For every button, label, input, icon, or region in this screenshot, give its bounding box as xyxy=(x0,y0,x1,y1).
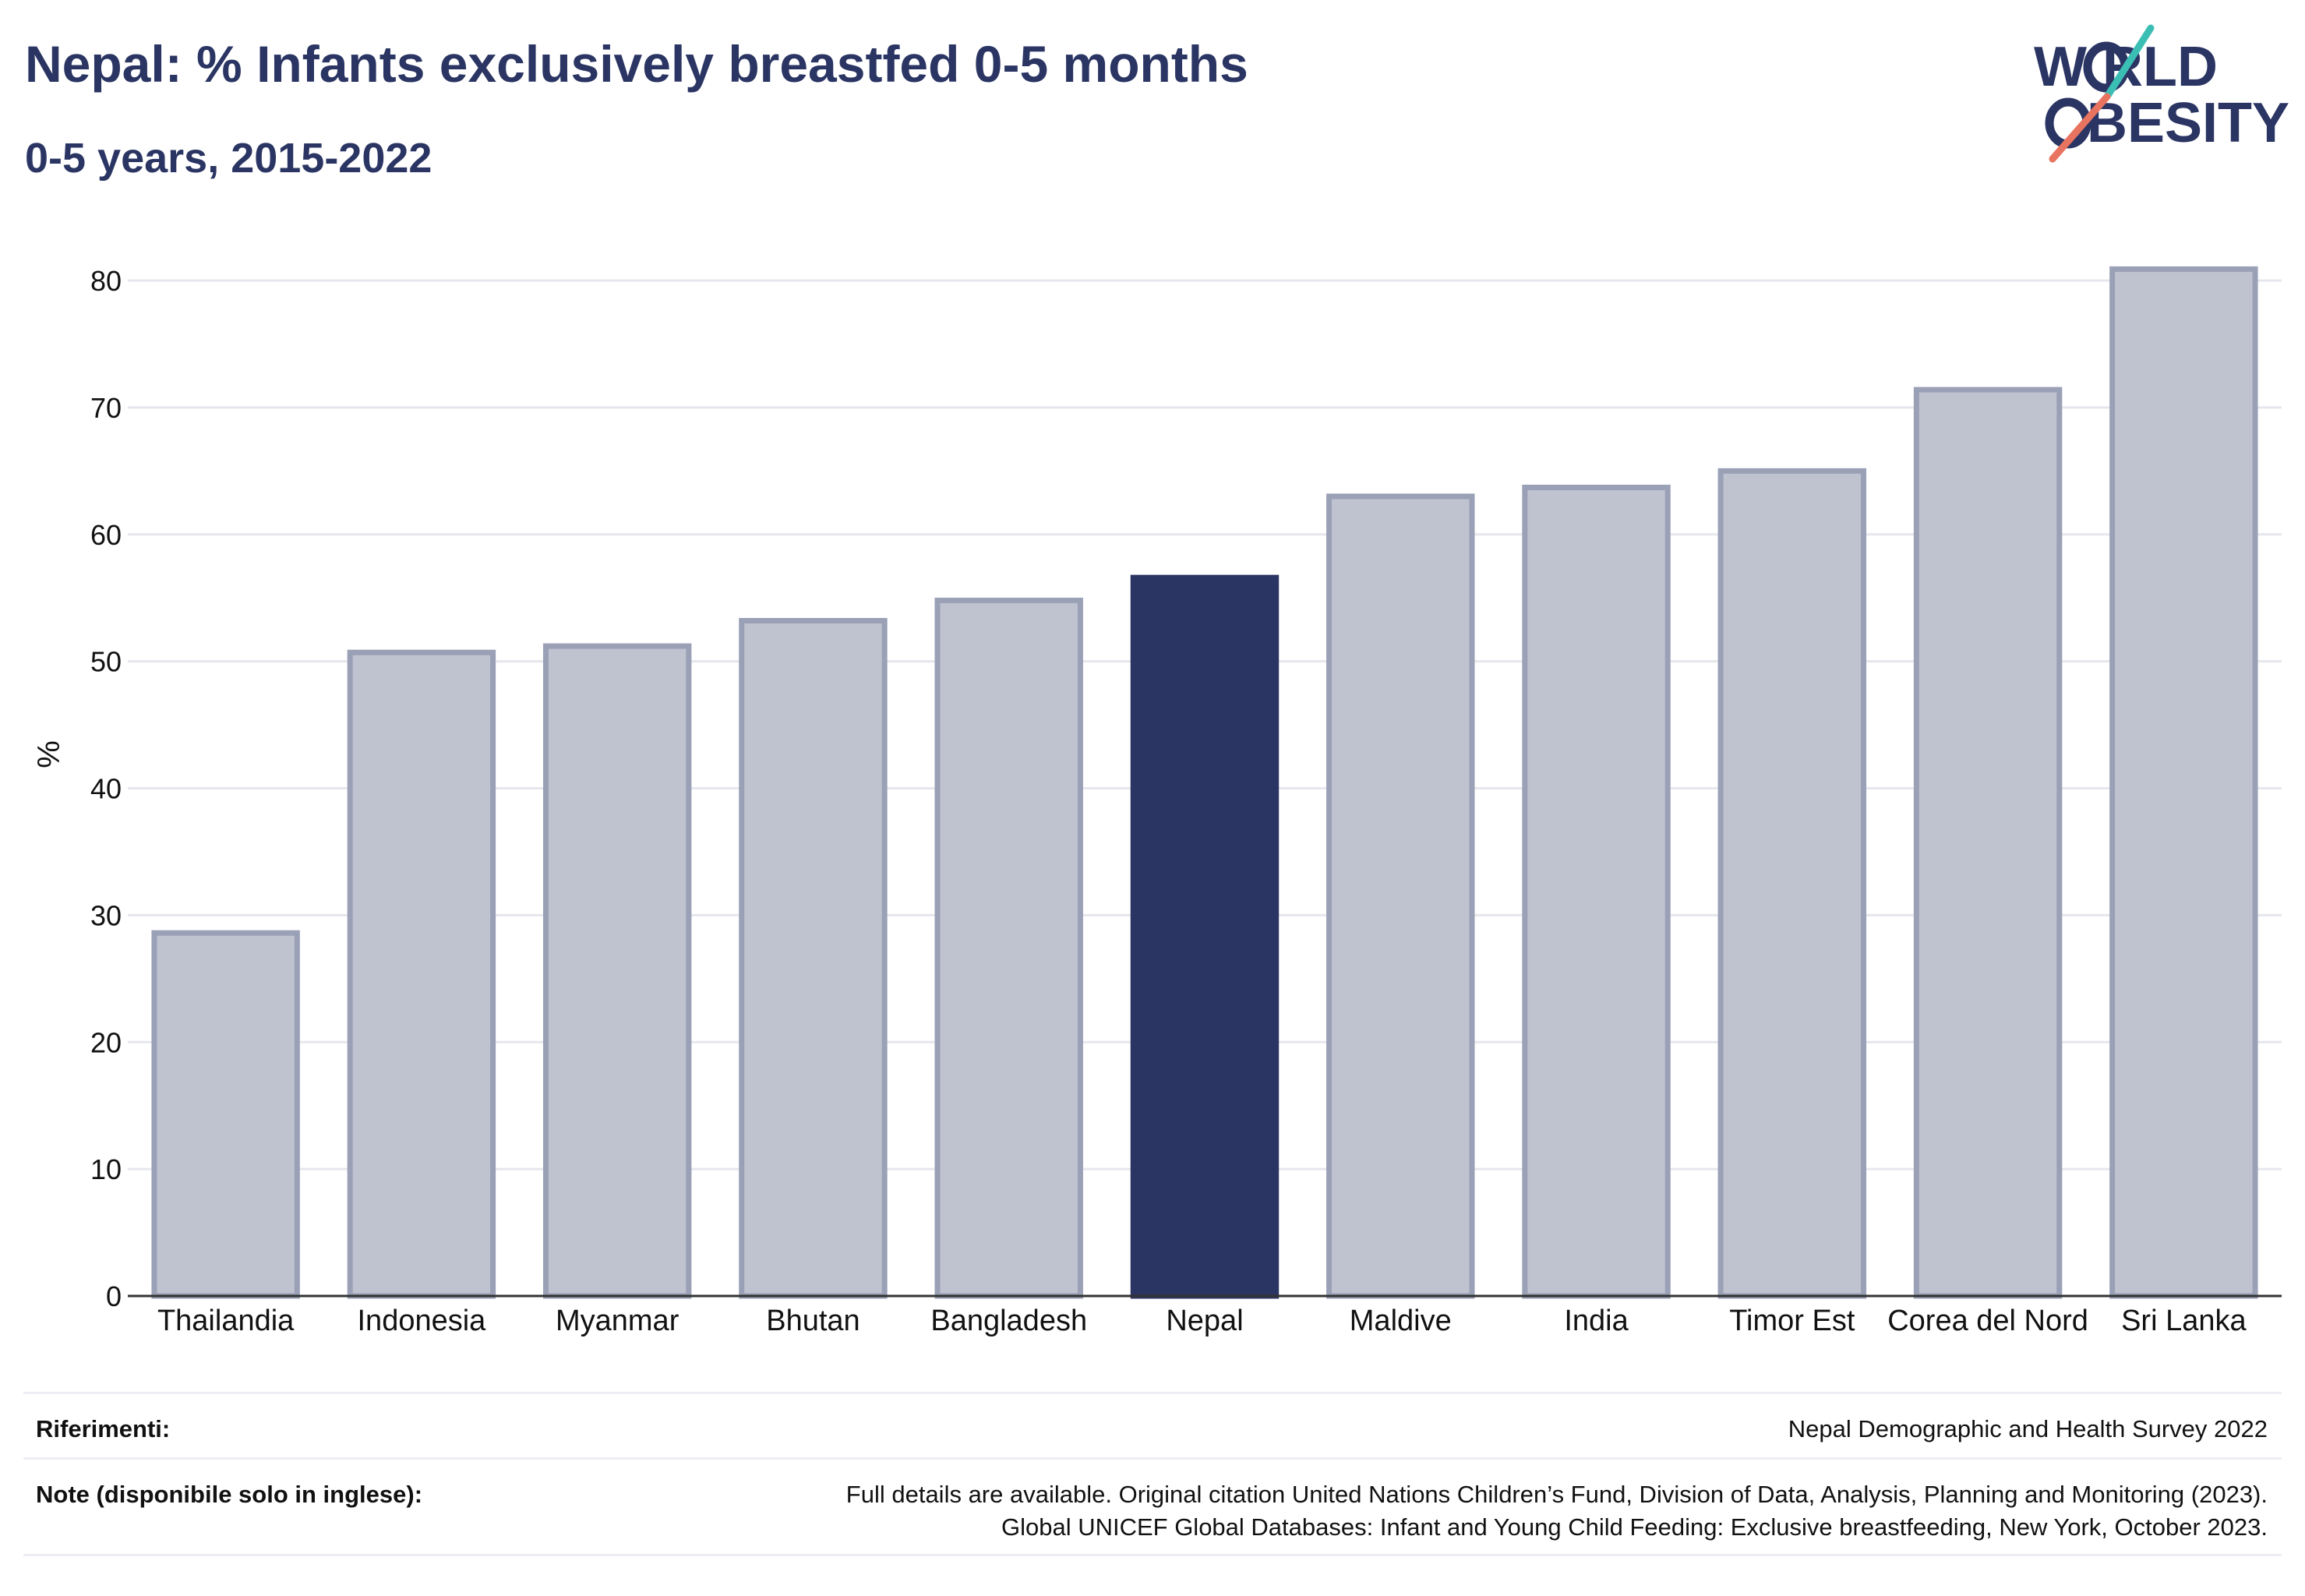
bar-bangladesh xyxy=(934,597,1083,1299)
y-tick-label: 10 xyxy=(90,1153,122,1185)
references-label: Riferimenti: xyxy=(36,1415,171,1442)
x-tick-label: Bangladesh xyxy=(930,1305,1087,1337)
x-tick-label: Myanmar xyxy=(556,1305,679,1337)
x-tick-label: Corea del Nord xyxy=(1887,1305,2088,1337)
references-value: Nepal Demographic and Health Survey 2022 xyxy=(1788,1415,2268,1442)
x-tick-label: India xyxy=(1564,1305,1629,1337)
notes-label: Note (disponibile solo in inglese): xyxy=(36,1481,423,1508)
notes-line-2: Global UNICEF Global Databases: Infant a… xyxy=(1001,1513,2268,1541)
x-tick-label: Nepal xyxy=(1166,1305,1243,1337)
chart-title: Nepal: % Infants exclusively breastfed 0… xyxy=(25,35,1248,93)
x-tick-label: Bhutan xyxy=(766,1305,860,1337)
logo-slash-teal-icon xyxy=(2103,24,2155,101)
bar-indonesia xyxy=(347,649,496,1299)
bar-chart: 0 10 20 30 40 50 60 70 80 Thailandia Indonesia Mya… xyxy=(32,265,2282,1337)
x-tick-label: Indonesia xyxy=(358,1305,487,1337)
bar-timor-est xyxy=(1717,468,1867,1299)
bar-india xyxy=(1522,484,1671,1299)
footer-divider-bottom xyxy=(23,1554,2282,1556)
bar-thailandia xyxy=(151,930,300,1299)
y-tick-label: 40 xyxy=(90,773,122,805)
bar-maldive xyxy=(1326,493,1475,1299)
world-obesity-logo: W RLD BESITY xyxy=(2034,24,2289,163)
y-axis-label: % xyxy=(32,740,66,768)
y-tick-label: 80 xyxy=(90,265,122,297)
y-tick-labels: 0 10 20 30 40 50 60 70 80 xyxy=(90,265,122,1312)
bar-sri-lanka xyxy=(2109,266,2258,1299)
x-tick-labels: Thailandia Indonesia Myanmar Bhutan Banglade… xyxy=(157,1305,2247,1337)
x-tick-label: Maldive xyxy=(1350,1305,1452,1337)
bar-nepal xyxy=(1130,574,1280,1299)
y-tick-label: 0 xyxy=(106,1280,122,1312)
y-tick-label: 50 xyxy=(90,646,122,678)
footer-divider-top xyxy=(23,1392,2282,1394)
notes-line-1: Full details are available. Original cit… xyxy=(845,1481,2268,1508)
x-tick-label: Thailandia xyxy=(157,1305,295,1337)
bar-bhutan xyxy=(739,618,888,1299)
bars xyxy=(151,266,2258,1299)
footer-divider-middle xyxy=(23,1457,2282,1460)
bar-myanmar xyxy=(542,643,692,1299)
y-tick-label: 70 xyxy=(90,392,122,424)
y-tick-label: 20 xyxy=(90,1026,122,1058)
x-tick-label: Sri Lanka xyxy=(2121,1305,2247,1337)
y-tick-label: 30 xyxy=(90,899,122,931)
y-tick-label: 60 xyxy=(90,519,122,551)
chart-subtitle: 0-5 years, 2015-2022 xyxy=(25,135,432,182)
bar-corea-del-nord xyxy=(1913,387,2063,1299)
logo-line-obesity: BESITY xyxy=(2087,92,2289,154)
logo-slash-coral-icon xyxy=(2049,93,2111,163)
x-tick-label: Timor Est xyxy=(1729,1305,1855,1337)
